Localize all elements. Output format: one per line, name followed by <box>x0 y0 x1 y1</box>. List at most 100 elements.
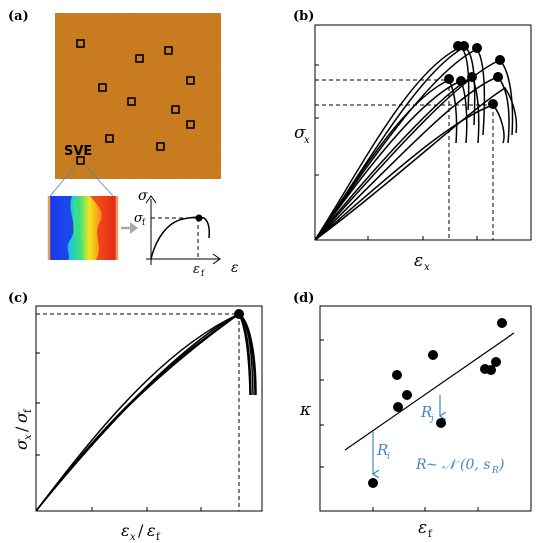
svg-text:): ) <box>498 457 504 473</box>
projection-line <box>83 163 114 197</box>
data-point <box>392 370 402 380</box>
residual-model-label: R ∼ 𝒩 (0, s R ) <box>415 457 504 476</box>
sve-marker <box>135 54 144 63</box>
x-axis-label-d: ε f <box>418 518 433 540</box>
svg-text:R: R <box>376 441 388 459</box>
failure-point <box>495 55 505 65</box>
data-point <box>428 350 438 360</box>
panel-c-label: (c) <box>8 291 28 306</box>
sve-marker <box>156 142 165 151</box>
curve <box>314 79 458 241</box>
failure-point <box>456 76 466 86</box>
curve <box>35 312 251 512</box>
data-point <box>368 478 378 488</box>
sve-marker <box>98 83 107 92</box>
data-point <box>393 402 403 412</box>
normalized-curves-c <box>35 312 257 512</box>
inset-eps-f: ε <box>193 262 200 277</box>
svg-text:x: x <box>23 434 34 440</box>
svg-text:/: / <box>138 521 144 540</box>
svg-text:f: f <box>23 408 34 413</box>
arrow-head-icon <box>130 222 138 234</box>
dashed-guides-b <box>315 79 494 240</box>
data-point <box>491 357 501 367</box>
sve-marker <box>127 97 136 106</box>
failure-point <box>472 43 482 53</box>
data-point <box>486 365 496 375</box>
stress-strain-curves-b <box>314 46 518 241</box>
panel-b: (b) <box>293 9 532 273</box>
data-point <box>402 390 412 400</box>
failure-point <box>493 72 503 82</box>
failure-points-b <box>444 41 505 109</box>
panel-d: (d) R i R <box>293 291 532 540</box>
curve <box>314 76 510 241</box>
inset-eps-f-sub: f <box>201 269 205 278</box>
sve-marker <box>186 120 195 129</box>
inset-sigma-f-sub: f <box>142 218 146 227</box>
sve-label: SVE <box>64 144 92 159</box>
sve-marker <box>171 105 180 114</box>
x-axis-label-c: ε x / ε f <box>121 521 161 543</box>
curve <box>314 48 486 241</box>
sve-marker <box>76 156 85 165</box>
ticks-b <box>315 64 478 240</box>
sve-marker <box>105 134 114 143</box>
y-axis-label-c: σ x / σ f <box>12 408 34 450</box>
curve <box>314 104 505 241</box>
sve-marker <box>186 76 195 85</box>
plot-frame-c <box>35 305 263 512</box>
svg-text:R: R <box>491 466 499 476</box>
sve-markers <box>76 39 195 165</box>
panel-b-label: (b) <box>293 9 314 24</box>
y-axis-label-b: σ <box>294 123 306 143</box>
curve <box>314 80 468 241</box>
data-point <box>497 318 507 328</box>
svg-text:ε: ε <box>418 518 427 538</box>
panel-a-label: (a) <box>8 9 29 24</box>
curve <box>314 75 480 241</box>
svg-text:ε: ε <box>121 521 130 540</box>
panel-c: (c) σ x / σ f ε x / ε <box>8 291 263 543</box>
scatter-points-d <box>368 318 507 488</box>
projection-line <box>49 163 78 197</box>
sve-field-image <box>47 196 119 261</box>
sve-marker <box>164 46 173 55</box>
svg-text:j: j <box>429 414 434 424</box>
svg-text:ε: ε <box>147 521 156 540</box>
svg-text:f: f <box>428 529 433 540</box>
residual-label-i: R i <box>376 441 390 462</box>
y-axis-sub-b: x <box>304 135 310 146</box>
x-axis-sub-b: x <box>424 262 430 273</box>
curve <box>35 313 254 512</box>
svg-text:R: R <box>420 403 432 421</box>
svg-text:i: i <box>387 452 390 462</box>
svg-text:x: x <box>130 532 136 543</box>
failure-point <box>444 74 454 84</box>
curve <box>35 312 252 512</box>
sve-marker <box>76 39 85 48</box>
curve <box>314 46 470 241</box>
data-point <box>436 418 446 428</box>
inset-y-label: σ <box>138 188 148 204</box>
residual-label-j: R j <box>420 403 434 424</box>
panel-d-label: (d) <box>293 291 314 306</box>
svg-text:/: / <box>12 426 31 432</box>
failure-point <box>488 99 498 109</box>
inset-x-label: ε <box>231 260 239 276</box>
failure-point <box>467 72 477 82</box>
svg-text:∼ 𝒩 (0, s: ∼ 𝒩 (0, s <box>426 457 491 473</box>
inset-stress-strain-plot: σ ε σ f ε f <box>134 188 239 278</box>
y-axis-label-d: κ <box>299 400 311 420</box>
svg-text:σ: σ <box>12 438 31 450</box>
panel-a: (a) SVE <box>8 9 239 278</box>
ticks-c <box>36 352 202 511</box>
svg-text:f: f <box>156 532 161 543</box>
svg-text:σ: σ <box>12 411 31 423</box>
curve <box>35 313 256 512</box>
curve <box>314 86 518 241</box>
failure-point <box>459 41 469 51</box>
inset-sigma-f: σ <box>134 211 144 226</box>
ticks-d <box>320 339 479 511</box>
residual-arrows <box>373 395 440 474</box>
